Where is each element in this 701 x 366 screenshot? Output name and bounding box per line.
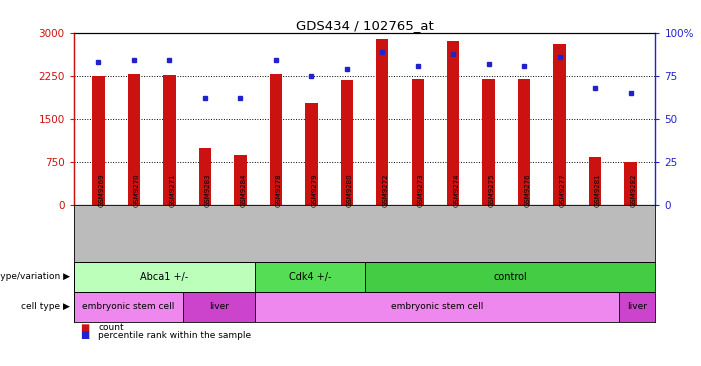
Bar [482,79,495,205]
Title: GDS434 / 102765_at: GDS434 / 102765_at [296,19,433,32]
Text: embryonic stem cell: embryonic stem cell [391,302,484,311]
Bar [163,75,176,205]
Text: Abca1 +/-: Abca1 +/- [140,272,189,282]
Text: GSM9276: GSM9276 [524,173,530,207]
Bar [619,292,655,322]
Bar [183,292,255,322]
Bar [447,41,459,205]
Text: GSM9271: GSM9271 [170,173,175,207]
Bar [93,76,104,205]
Bar [255,262,365,292]
Text: liver: liver [627,302,647,311]
Bar [198,147,211,205]
Text: ■: ■ [81,323,90,333]
Text: GSM9283: GSM9283 [205,173,211,207]
Text: GSM9270: GSM9270 [134,173,140,207]
Bar [365,262,655,292]
Text: control: control [493,272,527,282]
Text: liver: liver [209,302,229,311]
Bar [518,79,531,205]
Text: GSM9275: GSM9275 [489,174,495,207]
Bar [74,262,255,292]
Text: ■: ■ [81,330,90,340]
Text: GSM9281: GSM9281 [595,173,601,207]
Bar [625,162,637,205]
Text: GSM9277: GSM9277 [559,173,566,207]
Bar [234,154,247,205]
Text: cell type ▶: cell type ▶ [21,302,70,311]
Text: GSM9273: GSM9273 [418,173,423,207]
Text: GSM9282: GSM9282 [631,174,637,207]
Bar [376,39,388,205]
Text: GSM9269: GSM9269 [98,173,104,207]
Bar [74,292,183,322]
Bar [341,80,353,205]
Text: count: count [98,324,124,332]
Text: GSM9278: GSM9278 [275,173,282,207]
Bar [270,74,282,205]
Bar [128,74,140,205]
Text: GSM9284: GSM9284 [240,174,246,207]
Bar [589,157,601,205]
Text: GSM9272: GSM9272 [382,174,388,207]
Bar [255,292,619,322]
Bar [305,103,318,205]
Text: percentile rank within the sample: percentile rank within the sample [98,331,251,340]
Bar [553,44,566,205]
Text: embryonic stem cell: embryonic stem cell [82,302,175,311]
Text: genotype/variation ▶: genotype/variation ▶ [0,272,70,281]
Bar [411,79,424,205]
Text: GSM9279: GSM9279 [311,173,318,207]
Text: GSM9274: GSM9274 [454,174,459,207]
Text: Cdk4 +/-: Cdk4 +/- [289,272,332,282]
Text: GSM9280: GSM9280 [347,173,353,207]
